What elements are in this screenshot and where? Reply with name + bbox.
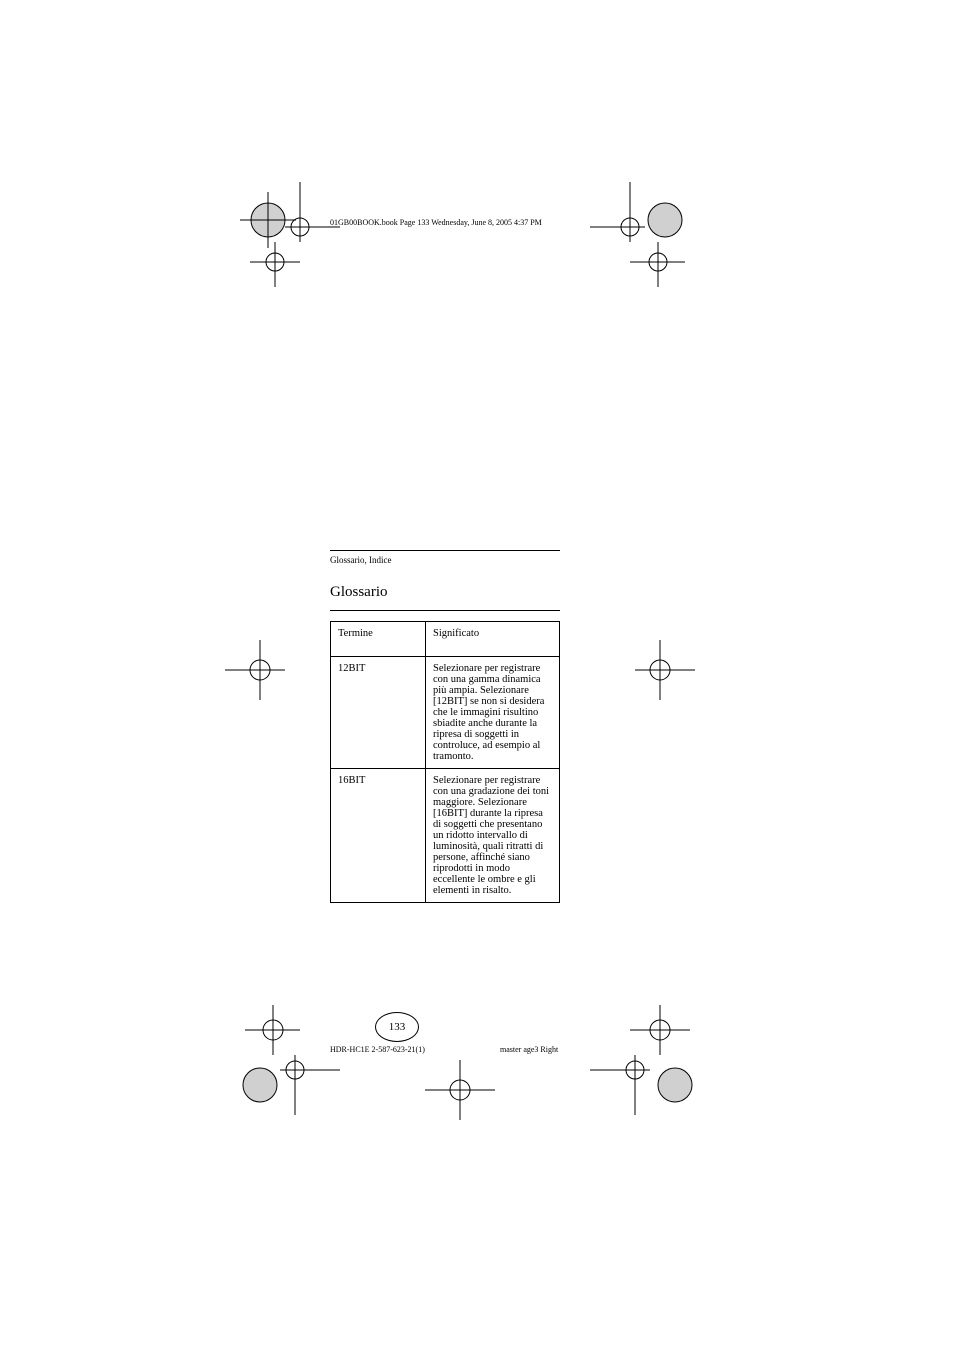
- meaning-cell: Selezionare per registrare con una grada…: [426, 768, 560, 902]
- table-row: 16BIT Selezionare per registrare con una…: [331, 768, 560, 902]
- term-cell: 16BIT: [331, 768, 426, 902]
- term-cell: 12BIT: [331, 656, 426, 768]
- col-meaning-header: Significato: [426, 621, 560, 656]
- regmark-mid-left: [225, 630, 305, 710]
- header-book-line: 01GB00BOOK.book Page 133 Wednesday, June…: [330, 218, 542, 227]
- chapter-kicker: Glossario, Indice: [330, 555, 560, 565]
- footer-file-line: HDR-HC1E 2-587-623-21(1): [330, 1045, 425, 1054]
- regmark-bottom-left: [225, 1000, 345, 1120]
- content-block: Glossario, Indice Glossario Termine Sign…: [330, 550, 560, 903]
- page-root: 01GB00BOOK.book Page 133 Wednesday, June…: [0, 0, 954, 1351]
- footer-book-line: master age3 Right: [500, 1045, 558, 1054]
- rule-under-title: [330, 610, 560, 611]
- regmark-top-left: [230, 182, 340, 312]
- table-row: 12BIT Selezionare per registrare con una…: [331, 656, 560, 768]
- page-number: 133: [389, 1021, 406, 1033]
- regmark-bottom-center: [420, 1055, 500, 1125]
- page-number-block: 133: [375, 1012, 515, 1042]
- table-header-row: Termine Significato: [331, 621, 560, 656]
- page-number-oval: 133: [375, 1012, 419, 1042]
- regmark-bottom-right: [575, 1000, 705, 1120]
- chapter-title: Glossario: [330, 583, 560, 602]
- col-term-header: Termine: [331, 621, 426, 656]
- regmark-top-right: [570, 182, 700, 312]
- regmark-mid-right: [615, 630, 695, 710]
- rule-top: [330, 550, 560, 551]
- meaning-cell: Selezionare per registrare con una gamma…: [426, 656, 560, 768]
- glossary-table: Termine Significato 12BIT Selezionare pe…: [330, 621, 560, 903]
